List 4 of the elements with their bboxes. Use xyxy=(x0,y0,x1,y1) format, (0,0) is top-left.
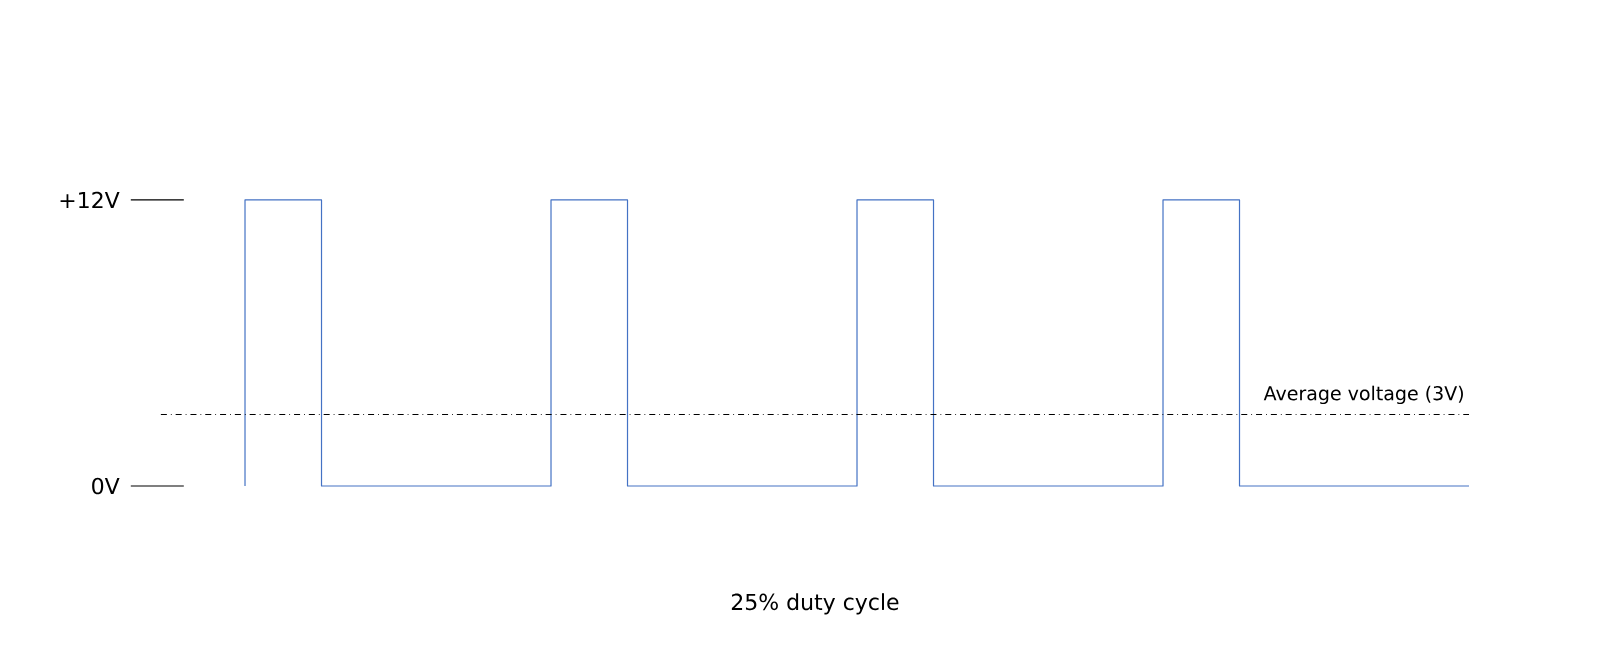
y-tick-label: +12V xyxy=(60,191,120,209)
ref-line-label: Average voltage (3V) xyxy=(1263,385,1463,405)
x-axis-title: 25% duty cycle xyxy=(731,593,899,615)
y-tick-label: 0V xyxy=(92,477,120,495)
